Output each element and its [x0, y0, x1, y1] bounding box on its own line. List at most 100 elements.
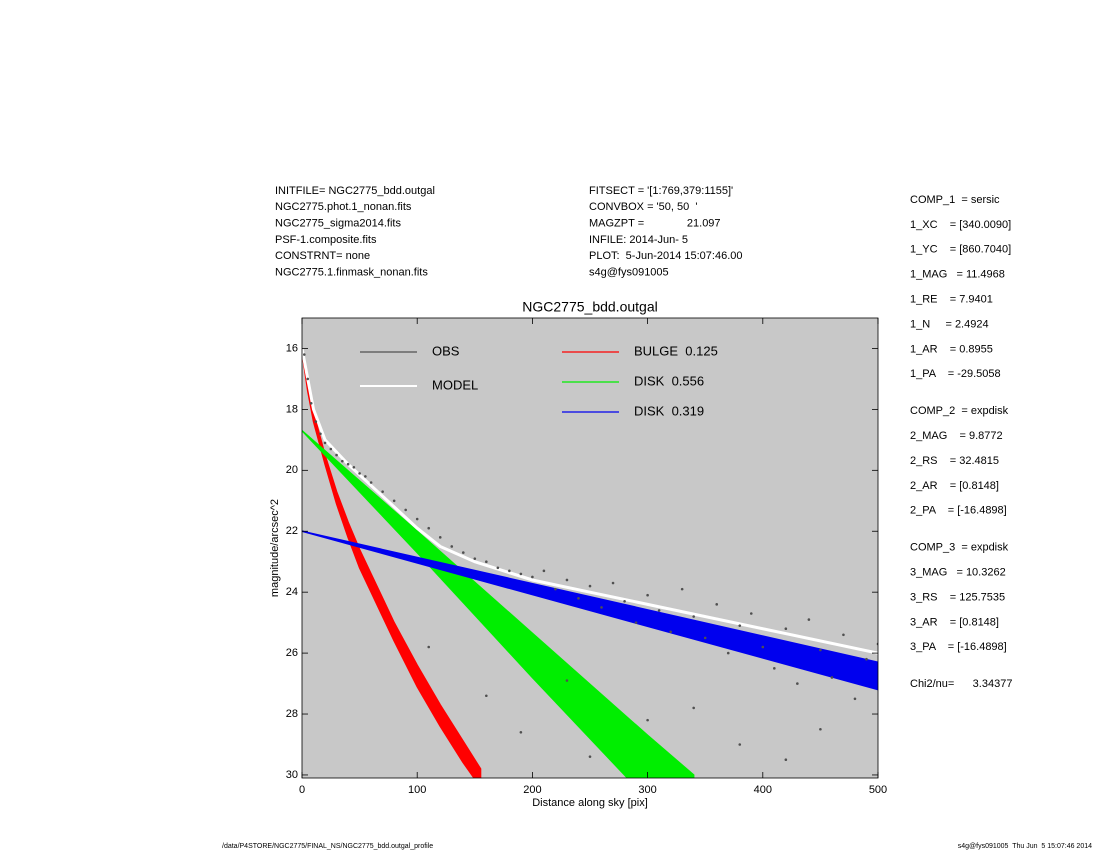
- header-left-line: NGC2775.phot.1_nonan.fits: [275, 201, 412, 213]
- parameter-line: 1_RE = 7.9401: [910, 294, 993, 306]
- header-middle-line: MAGZPT = 21.097: [589, 218, 721, 230]
- legend-label: DISK 0.319: [634, 403, 704, 418]
- component-band: [302, 530, 878, 691]
- plot-area: [302, 348, 878, 778]
- obs-point: [842, 633, 845, 637]
- obs-point: [611, 581, 615, 585]
- footer-left: /data/P4STORE/NGC2775/FINAL_NS/NGC2775_b…: [222, 843, 433, 850]
- obs-point: [692, 706, 695, 710]
- obs-point: [715, 603, 719, 606]
- obs-point: [669, 630, 672, 634]
- parameter-line: COMP_2 = expdisk: [910, 405, 1009, 417]
- obs-point: [726, 651, 730, 655]
- obs-point: [657, 609, 661, 612]
- obs-point: [577, 596, 580, 600]
- obs-point: [392, 499, 396, 503]
- obs-point: [738, 743, 742, 746]
- obs-point: [329, 447, 333, 451]
- y-tick-label: 30: [286, 769, 298, 781]
- legend-label: BULGE 0.125: [634, 343, 718, 358]
- parameter-line: 2_RS = 32.4815: [910, 455, 999, 467]
- obs-point: [485, 560, 488, 564]
- obs-point: [427, 526, 431, 530]
- y-tick-label: 28: [286, 708, 298, 720]
- legend-label: DISK 0.556: [634, 373, 704, 388]
- parameter-line: Chi2/nu= 3.34377: [910, 678, 1012, 690]
- obs-point: [565, 578, 569, 582]
- x-tick-label: 500: [869, 784, 887, 796]
- header-left-line: INITFILE= NGC2775_bdd.outgal: [275, 185, 435, 197]
- header-middle-line: PLOT: 5-Jun-2014 15:07:46.00: [589, 250, 743, 262]
- obs-point: [830, 676, 834, 679]
- obs-point: [542, 569, 546, 573]
- parameter-line: COMP_3 = expdisk: [910, 542, 1009, 554]
- parameter-line: 1_XC = [340.0090]: [910, 219, 1011, 231]
- header-left-line: PSF-1.composite.fits: [275, 234, 377, 246]
- header-middle-line: FITSECT = '[1:769,379:1155]': [589, 185, 733, 197]
- obs-point: [531, 575, 534, 579]
- obs-point: [485, 694, 488, 698]
- x-axis-label: Distance along sky [pix]: [532, 797, 648, 809]
- obs-point: [303, 353, 306, 356]
- obs-point: [352, 465, 356, 469]
- parameter-line: 1_N = 2.4924: [910, 318, 989, 330]
- obs-point: [703, 636, 707, 640]
- obs-point: [784, 758, 788, 762]
- model-line: [302, 348, 878, 655]
- obs-point: [588, 584, 592, 588]
- component-band: [302, 348, 482, 778]
- obs-point: [323, 441, 327, 445]
- obs-point: [346, 462, 350, 466]
- obs-point: [588, 755, 592, 758]
- y-tick-label: 20: [286, 464, 298, 476]
- obs-point: [404, 508, 407, 512]
- obs-point: [634, 621, 638, 624]
- parameter-line: 1_AR = 0.8955: [910, 343, 993, 355]
- obs-point: [415, 517, 419, 521]
- obs-point: [692, 615, 695, 618]
- obs-point: [427, 645, 431, 649]
- obs-point: [807, 618, 811, 621]
- header-left-line: NGC2775_sigma2014.fits: [275, 218, 401, 230]
- obs-point: [519, 731, 523, 734]
- y-tick-label: 18: [286, 403, 298, 415]
- obs-point: [853, 697, 857, 701]
- obs-point: [646, 718, 649, 722]
- x-tick-label: 100: [408, 784, 426, 796]
- x-tick-label: 0: [299, 784, 305, 796]
- plot-frame: [301, 317, 879, 779]
- obs-point: [761, 645, 765, 649]
- obs-point: [796, 682, 799, 685]
- obs-point: [773, 667, 776, 670]
- obs-point: [508, 569, 511, 573]
- obs-point: [600, 606, 603, 609]
- header-middle-line: CONVBOX = '50, 50 ': [589, 201, 697, 213]
- component-band: [302, 430, 695, 778]
- obs-point: [623, 600, 626, 603]
- obs-point: [784, 627, 788, 631]
- obs-point: [646, 593, 649, 597]
- parameter-line: 3_RS = 125.7535: [910, 591, 1005, 603]
- obs-point: [450, 545, 454, 548]
- parameter-line: 3_AR = [0.8148]: [910, 616, 999, 628]
- parameter-line: 1_MAG = 11.4968: [910, 269, 1005, 281]
- y-tick-label: 24: [286, 586, 298, 598]
- parameter-line: 2_MAG = 9.8772: [910, 430, 1003, 442]
- parameter-line: 3_PA = [-16.4898]: [910, 641, 1007, 653]
- y-tick-label: 26: [286, 647, 298, 659]
- header-left-line: CONSTRNT= none: [275, 250, 370, 262]
- header-left-line: NGC2775.1.finmask_nonan.fits: [275, 266, 428, 278]
- obs-point: [314, 420, 318, 423]
- obs-point: [819, 648, 822, 652]
- chart-title: NGC2775_bdd.outgal: [522, 299, 657, 315]
- obs-point: [519, 572, 523, 576]
- obs-point: [496, 566, 500, 570]
- parameter-line: 2_AR = [0.8148]: [910, 480, 999, 492]
- obs-point: [680, 587, 684, 591]
- parameter-line: 1_PA = -29.5058: [910, 368, 1001, 380]
- obs-point: [381, 490, 384, 493]
- obs-point: [341, 459, 344, 463]
- y-axis-label: magnitude/arcsec^2: [269, 499, 281, 597]
- header-middle-line: s4g@fys091005: [589, 266, 669, 278]
